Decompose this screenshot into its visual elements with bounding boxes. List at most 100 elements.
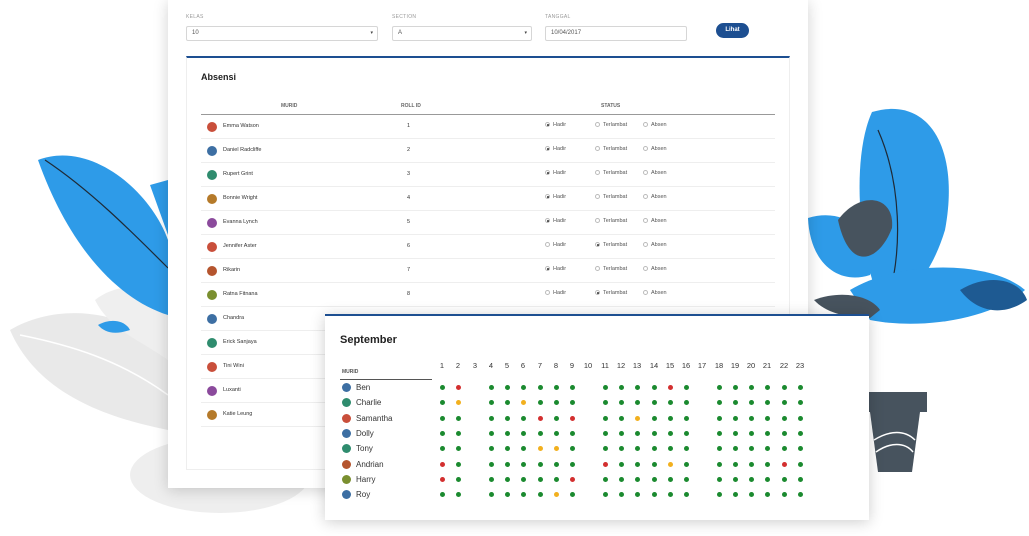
- radio-icon: [643, 122, 648, 128]
- student-name: Ben: [356, 383, 371, 392]
- status-option-label: Terlambat: [603, 122, 628, 128]
- day-header: 16: [681, 361, 691, 370]
- status-radio-absen[interactable]: Absen: [643, 122, 667, 128]
- radio-icon: [545, 218, 550, 224]
- radio-icon: [643, 290, 648, 296]
- tanggal-input[interactable]: 10/04/2017: [545, 26, 687, 41]
- status-radio-hadir[interactable]: Hadir: [545, 290, 566, 296]
- attendance-dot-present: [717, 461, 722, 467]
- attendance-dot-present: [489, 461, 494, 467]
- status-radio-absen[interactable]: Absen: [643, 218, 667, 224]
- tanggal-label: TANGGAL: [545, 14, 571, 20]
- attendance-dot-present: [782, 476, 787, 482]
- attendance-dot-present: [635, 446, 640, 452]
- attendance-dot-present: [554, 476, 559, 482]
- attendance-dot-present: [668, 415, 673, 421]
- status-radio-terlambat[interactable]: Terlambat: [595, 122, 627, 128]
- status-radio-absen[interactable]: Absen: [643, 170, 667, 176]
- header-divider: [340, 379, 432, 380]
- attendance-dot-present: [570, 430, 575, 436]
- day-header: 21: [762, 361, 772, 370]
- status-option-label: Absen: [651, 266, 667, 272]
- avatar: [207, 362, 217, 372]
- attendance-dot-present: [749, 415, 754, 421]
- status-radio-terlambat[interactable]: Terlambat: [595, 194, 627, 200]
- attendance-dot-present: [603, 492, 608, 498]
- attendance-dot-present: [521, 430, 526, 436]
- kelas-select[interactable]: 10 ▾: [186, 26, 378, 41]
- attendance-dot-present: [765, 415, 770, 421]
- radio-icon: [545, 146, 550, 152]
- attendance-dot-present: [489, 446, 494, 452]
- attendance-dot-present: [635, 461, 640, 467]
- attendance-dot-present: [570, 400, 575, 406]
- attendance-dot-present: [717, 415, 722, 421]
- status-radio-absen[interactable]: Absen: [643, 290, 667, 296]
- radio-icon: [595, 194, 600, 200]
- day-header: 7: [537, 361, 543, 370]
- attendance-dot-present: [570, 446, 575, 452]
- table-row: Rikarin 7 Hadir Terlambat Absen: [201, 259, 775, 283]
- status-radio-absen[interactable]: Absen: [643, 146, 667, 152]
- status-radio-hadir[interactable]: Hadir: [545, 242, 566, 248]
- status-radio-hadir[interactable]: Hadir: [545, 146, 566, 152]
- attendance-dot-present: [554, 415, 559, 421]
- attendance-dot-present: [652, 430, 657, 436]
- status-radio-hadir[interactable]: Hadir: [545, 170, 566, 176]
- radio-icon: [643, 218, 648, 224]
- status-radio-absen[interactable]: Absen: [643, 242, 667, 248]
- status-radio-terlambat[interactable]: Terlambat: [595, 290, 627, 296]
- status-radio-hadir[interactable]: Hadir: [545, 266, 566, 272]
- attendance-dot-present: [538, 461, 543, 467]
- attendance-dot-present: [456, 476, 461, 482]
- status-option-label: Hadir: [553, 194, 567, 200]
- attendance-dot-late: [538, 446, 543, 452]
- attendance-dot-present: [733, 430, 738, 436]
- attendance-dot-present: [749, 461, 754, 467]
- avatar: [207, 386, 217, 396]
- attendance-dot-present: [440, 430, 445, 436]
- avatar: [207, 410, 217, 420]
- lihat-button[interactable]: Lihat: [716, 23, 749, 38]
- section-label: SECTION: [392, 14, 417, 20]
- attendance-dot-present: [440, 400, 445, 406]
- attendance-dot-present: [505, 446, 510, 452]
- attendance-dot-present: [603, 446, 608, 452]
- day-header: 23: [795, 361, 805, 370]
- status-radio-hadir[interactable]: Hadir: [545, 218, 566, 224]
- attendance-dot-present: [570, 461, 575, 467]
- attendance-dot-present: [652, 476, 657, 482]
- table-row: Emma Watson 1 Hadir Terlambat Absen: [201, 115, 775, 139]
- status-radio-terlambat[interactable]: Terlambat: [595, 242, 627, 248]
- status-radio-terlambat[interactable]: Terlambat: [595, 146, 627, 152]
- attendance-dot-present: [456, 492, 461, 498]
- radio-icon: [643, 146, 648, 152]
- status-radio-absen[interactable]: Absen: [643, 266, 667, 272]
- status-radio-terlambat[interactable]: Terlambat: [595, 170, 627, 176]
- attendance-dot-present: [733, 461, 738, 467]
- attendance-dot-present: [798, 476, 803, 482]
- radio-icon: [545, 170, 550, 176]
- radio-icon: [595, 146, 600, 152]
- status-radio-hadir[interactable]: Hadir: [545, 194, 566, 200]
- attendance-dot-present: [505, 492, 510, 498]
- attendance-dot-present: [668, 430, 673, 436]
- attendance-dot-late: [456, 400, 461, 406]
- status-option-label: Terlambat: [603, 242, 628, 248]
- attendance-dot-present: [635, 430, 640, 436]
- attendance-dot-present: [765, 400, 770, 406]
- radio-icon: [643, 242, 648, 248]
- section-select[interactable]: A ▾: [392, 26, 532, 41]
- table-row: Evanna Lynch 5 Hadir Terlambat Absen: [201, 211, 775, 235]
- attendance-dot-present: [668, 492, 673, 498]
- status-radio-terlambat[interactable]: Terlambat: [595, 218, 627, 224]
- calendar-row: Harry: [340, 472, 432, 487]
- attendance-dot-present: [684, 492, 689, 498]
- chevron-down-icon: ▾: [370, 30, 373, 36]
- status-radio-terlambat[interactable]: Terlambat: [595, 266, 627, 272]
- table-row: Jennifer Aster 6 Hadir Terlambat Absen: [201, 235, 775, 259]
- status-radio-hadir[interactable]: Hadir: [545, 122, 566, 128]
- attendance-dot-present: [652, 400, 657, 406]
- day-header: 9: [569, 361, 575, 370]
- status-radio-absen[interactable]: Absen: [643, 194, 667, 200]
